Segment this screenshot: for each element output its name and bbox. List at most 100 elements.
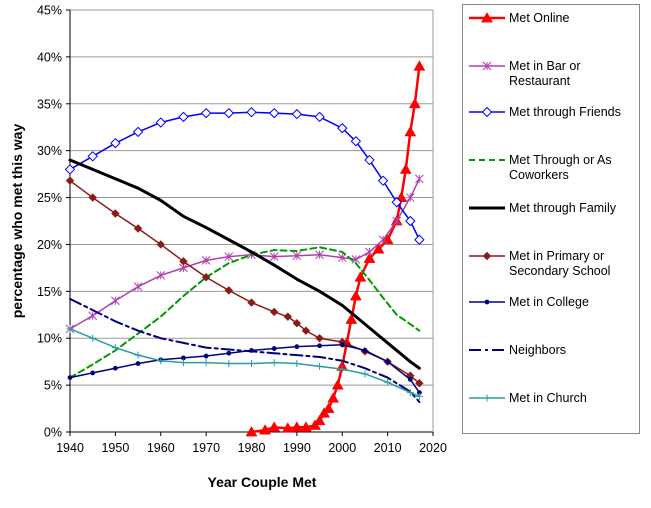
tick-labels: 0% 5% 10% 15% 20% 25% 30% 35% 40% 45% 1940 1950 1960… (37, 4, 447, 456)
data-point (317, 343, 322, 349)
data-point (90, 370, 96, 376)
data-point (133, 282, 143, 291)
legend-swatch (469, 299, 505, 305)
series-line (250, 65, 421, 434)
data-point (133, 224, 143, 233)
legend: Met Online Met in Bar or Restaurant Met th… (462, 4, 640, 434)
data-point (481, 11, 493, 23)
data-point (350, 136, 362, 147)
series-9 (66, 325, 423, 400)
data-point (111, 209, 120, 218)
data-point (181, 355, 186, 361)
data-point (392, 216, 402, 226)
data-point (247, 298, 256, 307)
legend-label: Met in Bar or Restaurant (509, 59, 581, 88)
data-point (223, 107, 235, 119)
data-point (413, 60, 426, 71)
data-point (338, 365, 346, 373)
y-tick-label: 40% (37, 50, 62, 64)
series-line (69, 111, 421, 241)
data-point (313, 414, 326, 426)
data-series (64, 60, 426, 437)
legend-swatch (469, 394, 505, 402)
y-tick-label: 10% (37, 332, 62, 346)
series-line (69, 246, 421, 379)
legend-swatch (469, 11, 505, 23)
data-point (372, 243, 385, 254)
data-point (111, 296, 120, 306)
data-point (67, 375, 73, 381)
data-point (345, 313, 358, 324)
data-point (87, 151, 98, 162)
data-point (327, 392, 340, 403)
x-tick-label: 2020 (419, 441, 447, 455)
legend-label: Met in College (509, 295, 589, 309)
data-point (111, 344, 119, 352)
legend-label: Met in Primary or Secondary School (509, 249, 611, 278)
data-point (414, 234, 425, 245)
data-point (224, 286, 234, 295)
series-line (68, 158, 421, 370)
data-point (416, 390, 422, 396)
data-point (248, 360, 255, 368)
data-point (225, 360, 233, 368)
data-point (361, 370, 369, 378)
data-point (88, 311, 98, 321)
y-tick-label: 35% (37, 97, 62, 111)
data-point (283, 312, 293, 321)
series-8 (69, 297, 421, 403)
data-point (362, 348, 368, 353)
data-point (112, 365, 118, 371)
data-point (399, 163, 412, 174)
y-axis-title: percentage who met this way (9, 124, 25, 319)
x-axis-title: Year Couple Met (208, 474, 317, 490)
data-point (385, 359, 391, 365)
data-point (270, 359, 278, 367)
data-point (391, 197, 402, 208)
legend-swatch (469, 349, 505, 351)
data-point (300, 421, 312, 432)
data-point (268, 421, 281, 432)
data-point (294, 344, 300, 350)
series-1 (245, 60, 426, 437)
x-tick-label: 1940 (56, 441, 84, 455)
data-point (316, 362, 324, 370)
x-tick-label: 1960 (147, 441, 175, 455)
x-tick-label: 2000 (328, 441, 356, 455)
data-point (322, 402, 335, 413)
legend-label: Met Through or As Coworkers (509, 153, 612, 182)
data-point (135, 361, 141, 366)
series-5 (68, 158, 421, 370)
axes (66, 9, 434, 436)
series-line (69, 328, 421, 398)
data-point (408, 97, 421, 109)
y-tick-label: 45% (37, 4, 62, 18)
data-point (301, 326, 311, 335)
data-point (155, 117, 166, 128)
data-point (331, 379, 344, 390)
data-point (483, 394, 491, 402)
data-point (156, 271, 166, 280)
data-point (339, 342, 345, 348)
data-point (203, 353, 209, 359)
gridlines (70, 9, 433, 386)
data-point (200, 107, 212, 119)
data-point (201, 273, 211, 282)
data-point (291, 108, 303, 120)
data-point (202, 359, 210, 367)
data-point (293, 360, 301, 368)
legend-label: Met Online (509, 11, 570, 25)
legend-label: Met in Church (509, 391, 587, 405)
data-point (292, 251, 302, 261)
legend-label: Met through Family (509, 201, 616, 215)
data-point (315, 250, 324, 260)
series-3 (64, 107, 425, 245)
legend-swatch (469, 251, 505, 261)
data-point (415, 379, 424, 388)
data-point (349, 290, 362, 301)
data-point (482, 61, 492, 71)
data-point (156, 240, 165, 249)
x-tick-label: 1980 (238, 441, 266, 455)
data-point (65, 176, 75, 185)
